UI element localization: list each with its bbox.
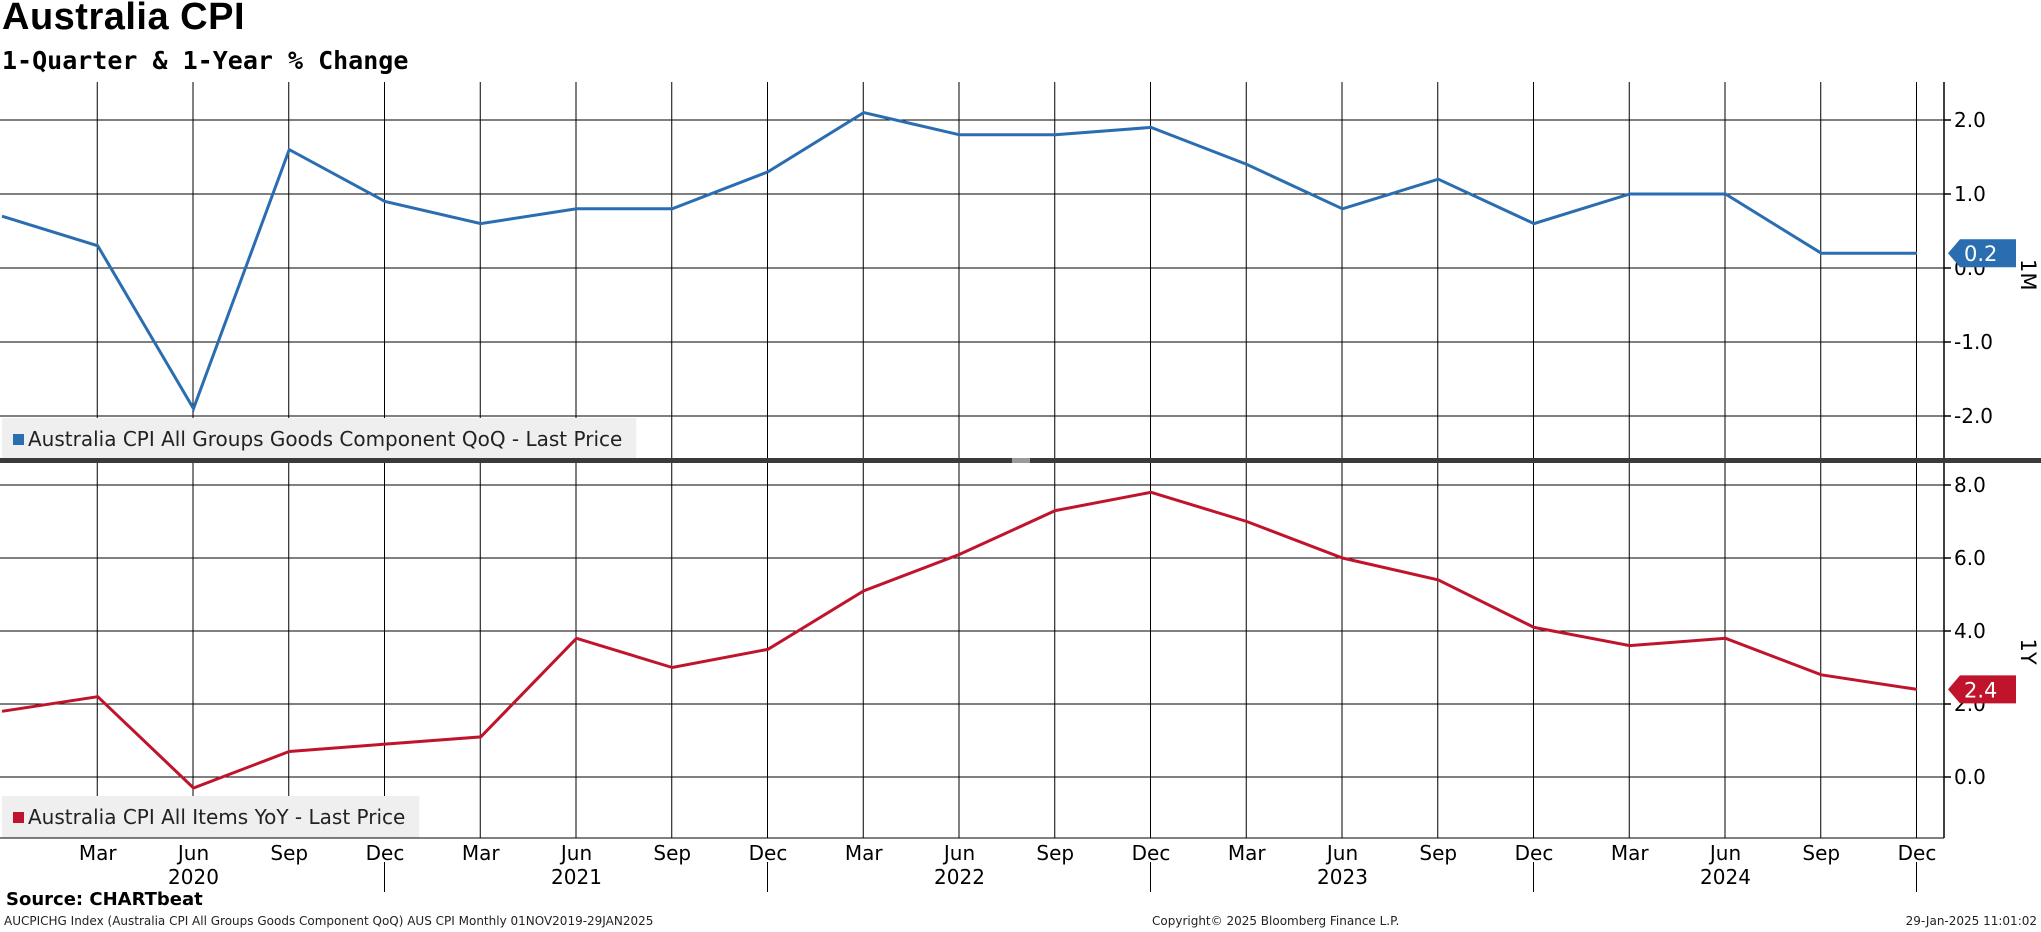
x-tick-label: Dec (1898, 841, 1937, 865)
x-year-label: 2022 (934, 865, 985, 889)
x-tick-label: Sep (1036, 841, 1074, 865)
x-tick-label: Sep (1419, 841, 1457, 865)
last-value-label: 0.2 (1964, 242, 1997, 266)
x-tick-label: Jun (559, 841, 592, 865)
footer-timestamp: 29-Jan-2025 11:01:02 (1905, 914, 2037, 928)
y-tick-label: 4.0 (1954, 619, 1986, 643)
divider-handle (1012, 458, 1030, 463)
y-tick-label: 0.0 (1954, 765, 1986, 789)
x-tick-label: Sep (270, 841, 308, 865)
legends: Australia CPI All Groups Goods Component… (2, 418, 637, 838)
x-tick-label: Jun (1708, 841, 1741, 865)
legend-label: Australia CPI All Groups Goods Component… (28, 427, 622, 451)
y-tick-label: 6.0 (1954, 546, 1986, 570)
series-lines (1, 110, 1918, 790)
x-tick-label: Mar (462, 841, 501, 865)
legend-swatch (13, 812, 24, 823)
last-value-label: 2.4 (1964, 678, 1997, 702)
x-tick-label: Mar (1228, 841, 1267, 865)
chart-title: Australia CPI (2, 0, 246, 38)
x-tick-label: Sep (1802, 841, 1840, 865)
legend-box (2, 418, 637, 460)
footer-copyright: Copyright© 2025 Bloomberg Finance L.P. (1152, 914, 1400, 928)
x-tick-label: Jun (1325, 841, 1358, 865)
grid (0, 82, 1944, 838)
x-tick-label: Dec (366, 841, 405, 865)
x-tick-label: Jun (176, 841, 209, 865)
y-tick-label: 8.0 (1954, 473, 1986, 497)
source-label: Source: CHARTbeat (6, 889, 203, 910)
y-tick-label: 1.0 (1954, 182, 1986, 206)
x-tick-label: Mar (1611, 841, 1650, 865)
x-year-label: 2020 (168, 865, 219, 889)
x-year-label: 2023 (1317, 865, 1368, 889)
last-value-badge (1948, 675, 2016, 704)
panel-tag: 1M (2016, 259, 2040, 290)
panel-tag: 1Y (2016, 639, 2040, 665)
x-tick-label: Dec (1132, 841, 1171, 865)
legend-box (2, 796, 420, 838)
y-tick-label: 2.0 (1954, 108, 1986, 132)
y-tick-label: -2.0 (1954, 404, 1993, 428)
x-tick-label: Mar (79, 841, 118, 865)
x-tick-label: Sep (653, 841, 691, 865)
footer-ticker: AUCPICHG Index (Australia CPI All Groups… (4, 914, 654, 928)
x-tick-label: Jun (942, 841, 975, 865)
legend-label: Australia CPI All Items YoY - Last Price (28, 805, 405, 829)
last-value-badge (1948, 239, 2016, 268)
chart-subtitle: 1-Quarter & 1-Year % Change (2, 46, 409, 75)
x-tick-label: Mar (845, 841, 884, 865)
legend-swatch (13, 434, 24, 445)
x-tick-label: Dec (749, 841, 788, 865)
x-tick-label: Dec (1515, 841, 1554, 865)
axes: 2.01.00.0-1.0-2.00.21M8.06.04.02.00.02.4… (0, 82, 2041, 892)
x-year-label: 2021 (551, 865, 602, 889)
x-year-label: 2024 (1700, 865, 1751, 889)
y-tick-label: -1.0 (1954, 330, 1993, 354)
